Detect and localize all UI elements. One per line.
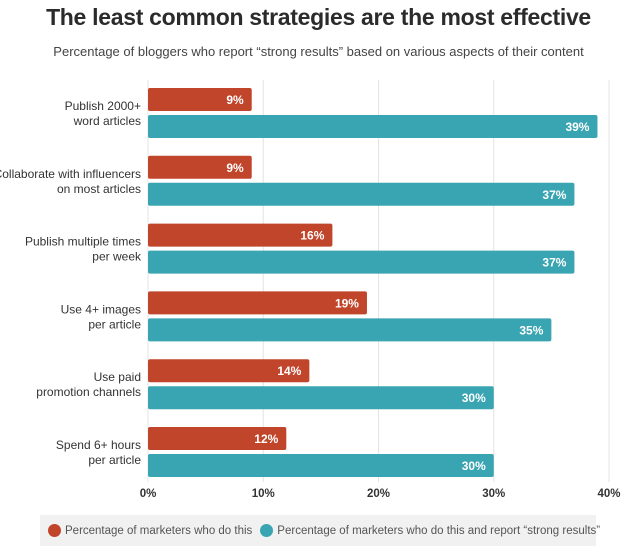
bar (148, 386, 494, 410)
legend-label: Percentage of marketers who do this (65, 524, 253, 537)
bar (148, 291, 367, 315)
data-label: 12% (254, 432, 278, 446)
legend-dot-teal (260, 524, 274, 537)
bar (148, 155, 252, 179)
data-label: 9% (226, 93, 244, 107)
data-label: 37% (542, 188, 566, 202)
x-tick-label: 0% (140, 488, 157, 500)
bar (148, 88, 252, 111)
data-label: 14% (277, 364, 301, 378)
data-label: 30% (462, 459, 486, 473)
category-label: Use paid (94, 370, 141, 384)
category-label: word articles (73, 114, 141, 128)
category-label: promotion channels (36, 385, 141, 399)
x-tick-label: 30% (482, 488, 505, 500)
legend-label: Percentage of marketers who do this and … (277, 524, 601, 537)
category-label: per article (88, 453, 141, 467)
data-label: 9% (226, 161, 244, 175)
data-label: 39% (565, 120, 589, 134)
category-label: Publish multiple times (25, 235, 141, 249)
bar (148, 318, 552, 342)
category-label: Collaborate with influencers (0, 167, 141, 181)
data-label: 37% (542, 256, 566, 270)
bar (148, 250, 575, 274)
data-label: 16% (300, 229, 324, 243)
x-tick-label: 20% (367, 488, 390, 500)
category-label: per week (92, 250, 142, 264)
chart-subtitle: Percentage of bloggers who report “stron… (53, 44, 584, 59)
bar (148, 223, 333, 247)
category-label: Use 4+ images (61, 302, 141, 316)
category-label: Spend 6+ hours (56, 438, 141, 452)
category-label: on most articles (57, 182, 141, 196)
bar (148, 454, 494, 477)
bar (148, 359, 310, 383)
category-label: per article (88, 317, 141, 331)
data-label: 19% (335, 296, 359, 310)
bar (148, 182, 575, 206)
data-label: 35% (519, 323, 543, 337)
category-label: Publish 2000+ (65, 99, 141, 113)
chart-title: The least common strategies are the most… (46, 4, 591, 30)
legend-dot-red (48, 524, 61, 537)
bar (148, 427, 287, 450)
legend: Percentage of marketers who do this Perc… (40, 515, 600, 546)
x-tick-label: 40% (597, 488, 620, 500)
bar (148, 115, 598, 138)
legend-item-strong-results: Percentage of marketers who do this and … (260, 524, 600, 537)
x-tick-label: 10% (252, 488, 275, 500)
legend-item-marketers: Percentage of marketers who do this (48, 524, 252, 537)
data-label: 30% (462, 391, 486, 405)
